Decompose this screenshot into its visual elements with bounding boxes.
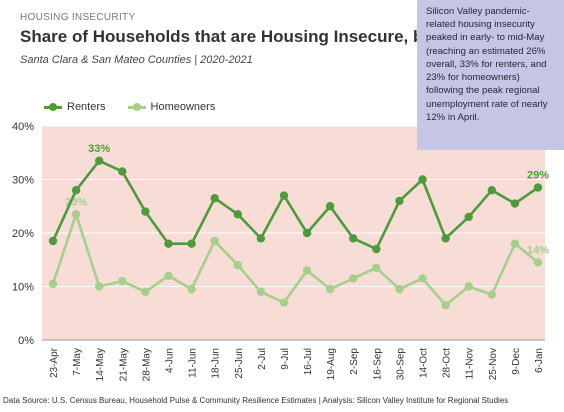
data-point-homeowners [395,284,404,294]
source-note: Data Source: U.S. Census Bureau, Househo… [3,396,509,405]
data-point-homeowners [233,260,242,270]
x-tick-label: 9-Dec [511,348,522,375]
legend-item-homeowners: Homeowners [127,101,216,113]
x-tick-label: 21-May [118,348,129,381]
x-tick-label: 25-Nov [488,348,499,380]
x-tick-label: 28-Oct [442,348,453,378]
x-tick-label: 30-Sep [395,348,406,381]
data-point-renters [279,191,289,200]
chart-subtitle: Santa Clara & San Mateo Counties | 2020-… [20,54,253,66]
legend-label-homeowners: Homeowners [150,101,216,113]
data-point-renters [94,156,104,165]
data-point-renters [164,239,173,248]
data-point-homeowners [441,301,450,310]
data-point-renters [187,239,196,248]
data-point-homeowners [302,266,312,275]
x-tick-label: 6-Jan [534,348,545,373]
data-point-renters [118,167,127,176]
data-point-renters [418,175,427,184]
data-point-renters [395,196,404,206]
x-tick-label: 2-Sep [349,348,360,375]
series-line-homeowners [51,212,539,307]
data-point-renters [71,186,81,195]
x-tick-label: 23-Apr [49,347,60,378]
y-tick-label: 10% [12,282,34,294]
x-tick-label: 14-May [95,348,106,381]
legend-label-renters: Renters [67,101,106,113]
data-point-homeowners [71,210,81,219]
chart-kicker: HOUSING INSECURITY [20,12,136,23]
data-point-renters [141,207,150,216]
data-point-renters [464,212,473,222]
callout-box: Silicon Valley pandemic-related housing … [417,0,564,150]
data-point-renters [510,199,520,208]
x-tick-label: 16-Sep [372,348,383,381]
data-point-renters [233,210,242,219]
x-tick-label: 4-Jun [164,348,175,373]
x-tick-label: 11-Nov [465,348,476,380]
data-point-homeowners [464,282,473,291]
data-point-renters [441,234,450,243]
data-label-renters: 33% [88,143,110,155]
data-point-homeowners [256,287,266,297]
data-point-renters [48,236,58,246]
legend-item-renters: Renters [44,101,106,113]
legend-swatch-homeowners [127,102,146,112]
chart-title: Share of Households that are Housing Ins… [20,27,493,46]
data-point-homeowners [533,258,543,267]
data-point-renters [349,234,358,243]
x-tick-label: 18-Jun [211,348,222,379]
legend-swatch-renters [44,102,62,112]
data-point-homeowners [164,271,173,280]
data-point-homeowners [487,290,497,299]
data-point-homeowners [510,239,520,248]
y-tick-label: 0% [18,335,34,347]
x-tick-label: 9-Jul [280,348,291,370]
data-point-renters [302,228,312,238]
data-point-renters [256,234,266,243]
series-line-renters [51,159,539,251]
data-point-renters [210,194,219,203]
x-tick-label: 2-Jul [257,348,268,370]
y-tick-label: 30% [12,175,34,187]
data-point-renters [533,183,543,192]
data-point-homeowners [141,287,150,297]
data-point-homeowners [187,284,196,294]
data-label-homeowners: 14% [527,244,549,256]
x-tick-label: 7-May [72,348,83,376]
y-tick-label: 20% [12,228,34,240]
data-point-homeowners [418,274,427,283]
data-label-renters: 29% [527,170,549,182]
data-point-homeowners [279,298,289,307]
chart-legend: Renters Homeowners [44,101,215,113]
x-tick-label: 11-Jun [188,348,199,378]
data-point-homeowners [349,274,358,283]
x-tick-label: 19-Aug [326,348,337,380]
x-tick-label: 16-Jul [303,348,314,375]
x-tick-label: 25-Jun [234,348,245,379]
data-point-homeowners [372,263,381,272]
data-point-homeowners [48,279,58,289]
data-point-renters [325,202,335,211]
x-tick-label: 14-Oct [419,348,430,378]
data-point-homeowners [325,284,335,294]
x-tick-label: 28-May [141,348,152,381]
data-point-homeowners [210,236,219,246]
data-point-homeowners [94,282,104,291]
y-tick-label: 40% [12,121,34,133]
data-point-homeowners [118,276,127,286]
data-point-renters [487,186,497,195]
data-point-renters [372,244,381,254]
